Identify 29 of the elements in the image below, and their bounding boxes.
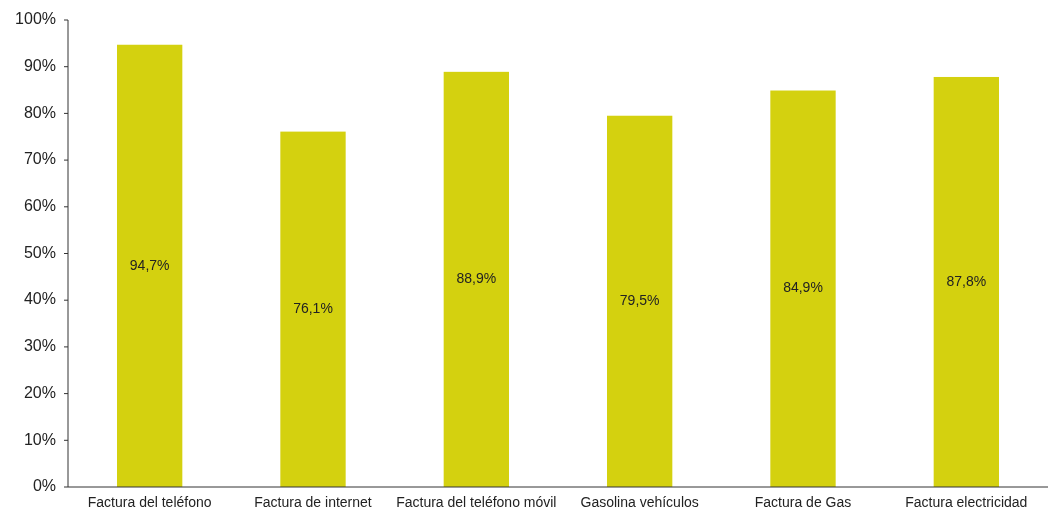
data-label: 79,5%	[619, 292, 660, 309]
y-tick-label: 40%	[23, 290, 56, 308]
x-tick-label: Gasolina vehículos	[580, 494, 699, 510]
y-tick-label: 20%	[23, 383, 56, 401]
data-label: 94,7%	[129, 256, 170, 273]
y-tick-label: 80%	[23, 103, 56, 121]
x-tick-label: Factura del teléfono	[87, 494, 212, 510]
bar	[443, 71, 509, 487]
y-tick-label: 70%	[23, 150, 56, 168]
bar	[933, 76, 999, 487]
x-tick-label: Factura de internet	[254, 494, 372, 510]
y-tick-label: 100%	[15, 10, 56, 28]
y-tick-label: 10%	[23, 430, 56, 448]
bar	[607, 115, 673, 487]
x-tick-label: Factura del teléfono móvil	[396, 494, 557, 510]
bar	[117, 44, 183, 487]
x-tick-label: Factura electricidad	[905, 494, 1028, 510]
bar	[280, 131, 346, 487]
y-tick-label: 0%	[32, 477, 56, 495]
data-label: 76,1%	[293, 300, 333, 317]
y-tick-label: 90%	[23, 56, 56, 74]
y-tick-label: 60%	[23, 197, 56, 215]
y-tick-label: 30%	[23, 337, 56, 355]
data-label: 87,8%	[946, 272, 987, 289]
data-label: 88,9%	[456, 270, 497, 287]
x-tick-label: Factura de Gas	[754, 494, 852, 510]
data-label: 84,9%	[783, 279, 823, 296]
y-tick-label: 50%	[23, 243, 56, 261]
bar	[770, 90, 836, 487]
